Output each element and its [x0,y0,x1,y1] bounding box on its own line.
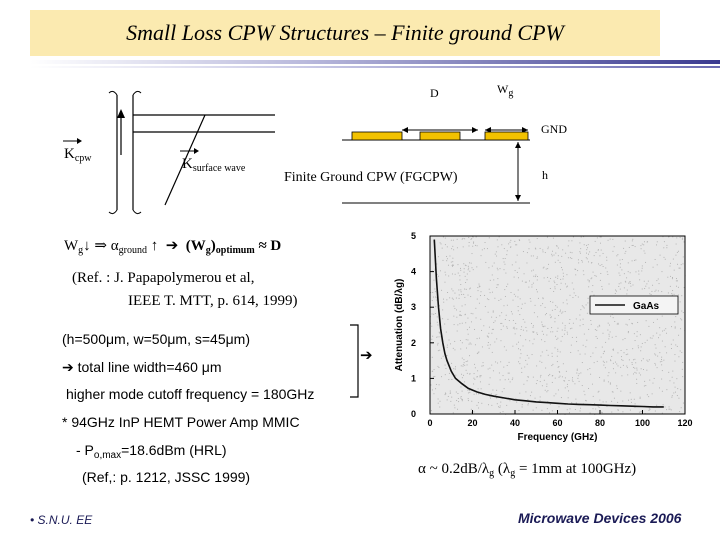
x-tick-label: 120 [677,418,692,428]
params-text: (h=500μm, w=50μm, s=45μm) [62,331,250,347]
attenuation-plot: 0 20 40 60 80 100 120 0 1 2 3 4 5 Frequency (GHz) Atte… [394,231,693,443]
wave-vector-diagram [63,90,275,215]
reference-line-1: (Ref. : J. Papapolymerou et al, [72,270,255,286]
y-tick-label: 5 [411,231,416,241]
y-tick-label: 2 [411,338,416,348]
result-text: α ~ 0.2dB/λg (λg = 1mm at 100GHz) [418,461,637,479]
legend-label: GaAs [633,301,660,312]
footer-affiliation: • S.N.U. EE [30,513,93,527]
ksurface-wave-label: Ksurface wave [182,156,246,174]
ground-strip-right [484,131,529,141]
label-d: D [430,86,439,100]
x-tick-label: 20 [467,418,477,428]
y-tick-label: 0 [411,409,416,419]
signal-strip [419,131,461,141]
y-tick-label: 1 [411,373,416,383]
page-title: Small Loss CPW Structures – Finite groun… [126,20,564,45]
x-tick-label: 0 [427,418,432,428]
pout-text: - Po,max=18.6dBm (HRL) [76,442,227,461]
x-axis-label: Frequency (GHz) [517,432,597,443]
x-tick-label: 40 [510,418,520,428]
title-rule [30,60,720,64]
ground-strip-left [351,131,403,141]
y-tick-label: 3 [411,302,416,312]
bracket-arrow: ➔ [360,348,373,364]
reference-line-2: IEEE T. MTT, p. 614, 1999) [128,293,298,309]
footer-course: Microwave Devices 2006 [518,510,682,526]
label-h: h [542,168,548,182]
total-width-text: ➔ total line width=460 μm [62,359,222,375]
legend-box [589,295,679,315]
kcpw-label: Kcpw [64,146,92,164]
bracket [350,324,359,398]
plot-area [430,236,685,414]
label-gnd: GND [541,122,567,136]
fgcpw-cross-section [342,127,530,204]
cutoff-text: higher mode cutoff frequency = 180GHz [66,386,315,402]
mmic-text: * 94GHz InP HEMT Power Amp MMIC [62,414,300,430]
x-tick-label: 80 [595,418,605,428]
x-tick-label: 100 [635,418,650,428]
y-axis-label: Attenuation (dB/λg) [394,279,405,372]
title-rule-thin [30,66,720,68]
series-line-gaas [433,239,664,408]
wg-relation: Wg↓ ⇒ αground ↑ ➔ (Wg)optimum ≈ D [64,238,282,256]
ref2-text: (Ref,: p. 1212, JSSC 1999) [82,469,251,485]
label-wg: Wg [497,82,514,99]
title-banner: Small Loss CPW Structures – Finite groun… [30,10,660,56]
x-tick-label: 60 [552,418,562,428]
fgcpw-caption: Finite Ground CPW (FGCPW) [284,170,458,185]
y-tick-label: 4 [411,267,416,277]
